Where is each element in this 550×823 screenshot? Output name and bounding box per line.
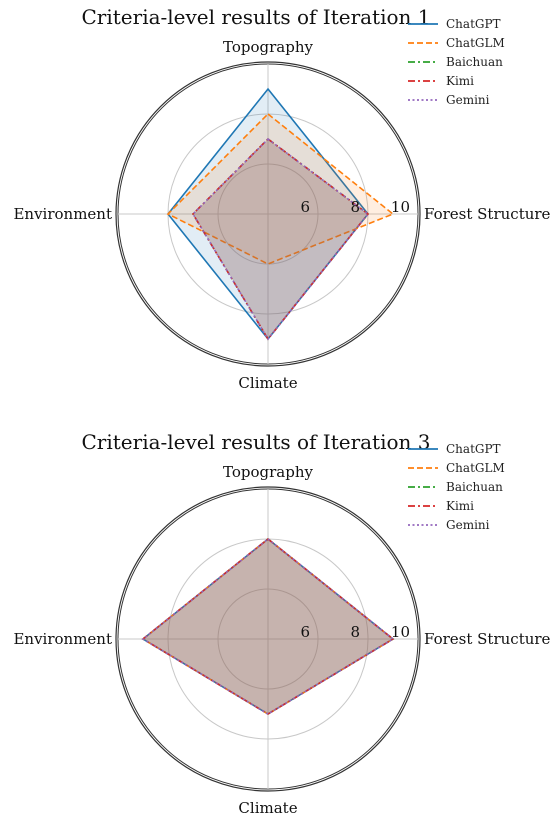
axis-label-climate: Climate bbox=[238, 799, 297, 817]
axis-label-climate: Climate bbox=[238, 374, 297, 392]
series-fill-baichuan bbox=[143, 539, 393, 714]
series-gemini bbox=[191, 137, 370, 341]
legend-label-chatglm: ChatGLM bbox=[446, 36, 505, 50]
series-fill-gemini bbox=[143, 539, 393, 714]
tick-label-8: 8 bbox=[350, 623, 360, 641]
legend-item-chatglm: ChatGLM bbox=[408, 461, 505, 475]
series-kimi bbox=[141, 537, 395, 715]
legend-item-chatgpt: ChatGPT bbox=[408, 17, 501, 31]
tick-label-10: 10 bbox=[391, 198, 410, 216]
legend-item-gemini: Gemini bbox=[408, 93, 490, 107]
chart-title: Criteria-level results of Iteration 1 bbox=[82, 5, 431, 29]
legend: ChatGPT ChatGLM Baichuan Kimi Gemini bbox=[408, 17, 505, 107]
legend-item-gemini: Gemini bbox=[408, 518, 490, 532]
series-chatglm bbox=[166, 112, 395, 265]
series-gemini bbox=[141, 537, 395, 715]
axis-label-environment: Environment bbox=[13, 630, 112, 648]
series-fill-kimi bbox=[193, 139, 368, 339]
tick-label-8: 8 bbox=[350, 198, 360, 216]
legend-item-kimi: Kimi bbox=[408, 74, 474, 88]
radar-plot-area: 6 8 10 Topography Forest Structure Climate Env… bbox=[13, 38, 550, 392]
series-line-gemini bbox=[141, 537, 395, 715]
legend-label-gemini: Gemini bbox=[446, 518, 490, 532]
series-fill-gemini bbox=[193, 139, 368, 339]
series-line-gemini bbox=[191, 137, 370, 341]
series-fill-kimi bbox=[143, 539, 393, 714]
axis-label-forest-structure: Forest Structure bbox=[424, 630, 550, 648]
axis-label-topography: Topography bbox=[223, 463, 313, 481]
legend-label-baichuan: Baichuan bbox=[446, 55, 503, 69]
chart-title: Criteria-level results of Iteration 3 bbox=[82, 430, 431, 454]
axis-label-forest-structure: Forest Structure bbox=[424, 205, 550, 223]
legend-item-chatgpt: ChatGPT bbox=[408, 442, 501, 456]
legend-label-chatgpt: ChatGPT bbox=[446, 17, 501, 31]
series-fill-chatglm bbox=[168, 114, 393, 264]
legend-label-baichuan: Baichuan bbox=[446, 480, 503, 494]
tick-label-6: 6 bbox=[300, 198, 310, 216]
radar-plot-area: 6 8 10 Topography Forest Structure Climate Env… bbox=[13, 463, 550, 817]
outer-frame-circle bbox=[115, 61, 421, 367]
legend-item-baichuan: Baichuan bbox=[408, 55, 503, 69]
legend-item-kimi: Kimi bbox=[408, 499, 474, 513]
legend-label-kimi: Kimi bbox=[446, 499, 474, 513]
legend-label-chatgpt: ChatGPT bbox=[446, 442, 501, 456]
series-line-kimi bbox=[141, 537, 395, 715]
radar-chart-iteration-1: Criteria-level results of Iteration 1 6 8… bbox=[13, 5, 550, 392]
legend-item-baichuan: Baichuan bbox=[408, 480, 503, 494]
tick-label-6: 6 bbox=[300, 623, 310, 641]
axis-label-topography: Topography bbox=[223, 38, 313, 56]
legend: ChatGPT ChatGLM Baichuan Kimi Gemini bbox=[408, 442, 505, 532]
legend-label-kimi: Kimi bbox=[446, 74, 474, 88]
series-line-chatglm bbox=[166, 112, 395, 265]
outer-frame-circle bbox=[115, 486, 421, 792]
radar-chart-iteration-3: Criteria-level results of Iteration 3 6 8… bbox=[13, 430, 550, 817]
legend-item-chatglm: ChatGLM bbox=[408, 36, 505, 50]
series-fill-baichuan bbox=[193, 139, 368, 339]
legend-label-chatglm: ChatGLM bbox=[446, 461, 505, 475]
series-fill-chatgpt bbox=[143, 539, 393, 714]
series-fill-chatglm bbox=[143, 539, 393, 714]
legend-label-gemini: Gemini bbox=[446, 93, 490, 107]
tick-label-10: 10 bbox=[391, 623, 410, 641]
axis-label-environment: Environment bbox=[13, 205, 112, 223]
